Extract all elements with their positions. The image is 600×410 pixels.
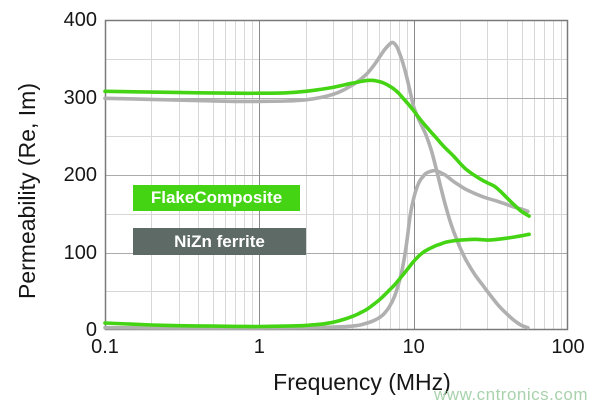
x-axis-title: Frequency (MHz) — [273, 369, 451, 395]
watermark: www.cntronics.com — [434, 385, 588, 404]
x-tick-label: 1 — [253, 336, 265, 358]
curve-flakecomposite-im- — [103, 232, 531, 329]
legend-item-nizn-ferrite: NiZn ferrite — [133, 228, 306, 255]
y-tick-label: 100 — [63, 241, 97, 264]
curve-flakecomposite-re- — [103, 78, 531, 218]
y-tick-label: 200 — [63, 164, 97, 186]
x-tick-label: 10 — [402, 336, 425, 358]
y-tick-label: 300 — [63, 86, 97, 109]
y-tick-label: 0 — [85, 319, 97, 341]
curve-nizn-ferrite-re- — [103, 40, 530, 330]
x-tick-label: 0.1 — [91, 336, 119, 358]
x-tick-label: 100 — [551, 336, 585, 358]
y-tick-label: 400 — [63, 9, 97, 31]
curve-nizn-ferrite-im- — [103, 168, 530, 330]
plot-frame — [104, 19, 569, 331]
legend-item-flakecomposite: FlakeComposite — [133, 185, 300, 211]
